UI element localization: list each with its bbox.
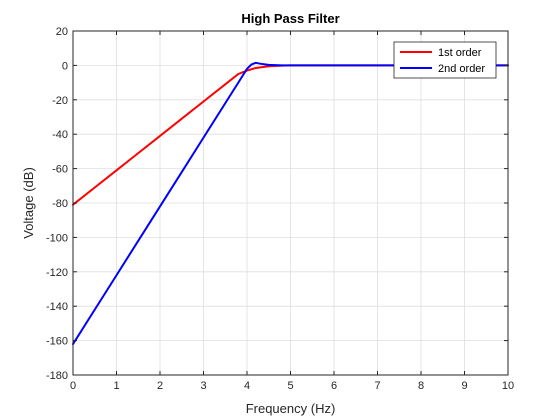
ticks	[72, 30, 509, 376]
y-axis-label: Voltage (dB)	[21, 167, 36, 239]
x-tick-label: 4	[244, 380, 250, 392]
legend: 1st order 2nd order	[393, 41, 497, 79]
y-tick-label: -80	[52, 198, 68, 210]
series-line-2nd-order	[72, 61, 509, 346]
x-tick-label: 8	[418, 380, 424, 392]
x-tick-label: 0	[70, 380, 76, 392]
y-tick-label: -120	[46, 267, 68, 279]
x-tick-label: 3	[200, 380, 206, 392]
chart-title: High Pass Filter	[241, 11, 339, 26]
y-tick-label: -160	[46, 336, 68, 348]
legend-box	[393, 41, 497, 79]
y-tick-label: -140	[46, 301, 68, 313]
x-tick-label: 10	[502, 380, 514, 392]
x-tick-label: 9	[461, 380, 467, 392]
y-tick-label: -60	[52, 164, 68, 176]
series-layer	[72, 61, 509, 346]
y-tick-label: -40	[52, 129, 68, 141]
y-tick-label: -20	[52, 95, 68, 107]
x-tick-label: 2	[157, 380, 163, 392]
x-tick-label: 5	[287, 380, 293, 392]
x-tick-label: 7	[374, 380, 380, 392]
x-axis-label: Frequency (Hz)	[246, 401, 336, 416]
legend-label-1st-order: 1st order	[438, 47, 482, 59]
x-tick-label: 6	[331, 380, 337, 392]
x-tick-label: 1	[113, 380, 119, 392]
y-tick-label: -180	[46, 370, 68, 382]
legend-label-2nd-order: 2nd order	[438, 63, 485, 75]
tick-labels: 0 1 2 3 4 5 6 7 8 9 10 20 0 -20 -40 -60 -80 -100 -120 -140 -…	[46, 26, 514, 392]
y-tick-label: 20	[56, 26, 68, 38]
y-tick-label: 0	[62, 60, 68, 72]
y-tick-label: -100	[46, 232, 68, 244]
